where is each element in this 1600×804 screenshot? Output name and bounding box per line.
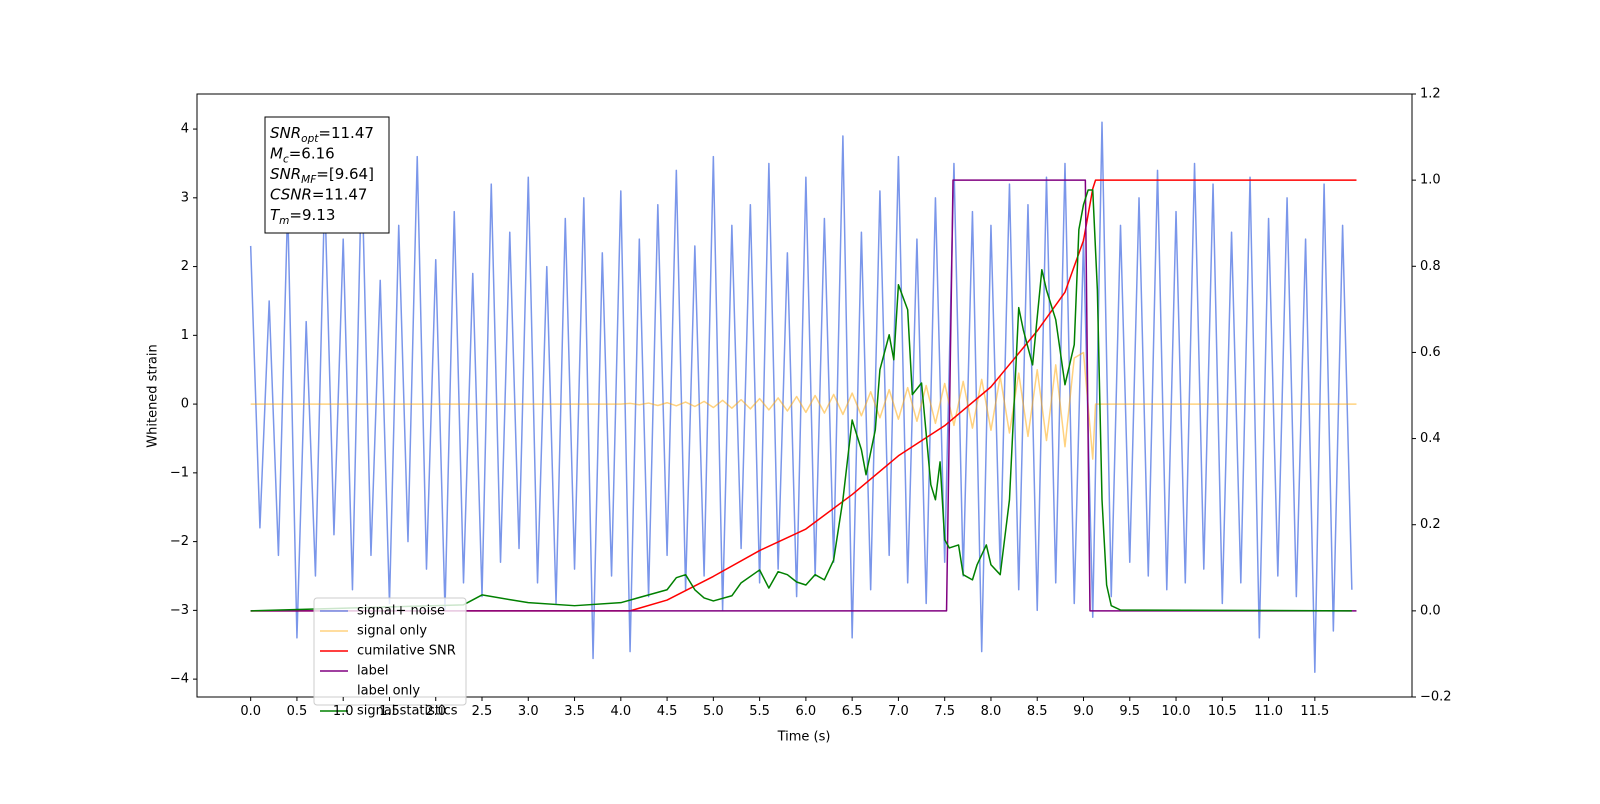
- y-tick-label: −3: [170, 603, 189, 618]
- series-line: [250, 179, 1357, 612]
- y2-tick-label: 0.6: [1420, 345, 1441, 360]
- annotation-line: Mc=6.16: [270, 145, 335, 166]
- y2-tick-label: −0.2: [1420, 690, 1452, 705]
- y2-tick-label: 0.4: [1420, 431, 1441, 446]
- x-tick-label: 11.5: [1300, 704, 1329, 719]
- annotation-symbol: CSNR: [270, 186, 312, 204]
- x-tick-label: 8.5: [1027, 704, 1048, 719]
- x-axis-label: Time (s): [777, 730, 831, 745]
- x-tick-label: 4.5: [657, 704, 678, 719]
- x-tick-label: 8.0: [981, 704, 1002, 719]
- annotation-value: =9.13: [289, 206, 335, 224]
- annotation-subscript: m: [279, 215, 289, 227]
- annotation-subscript: c: [283, 154, 289, 166]
- annotation-subscript: opt: [301, 133, 319, 145]
- x-tick-label: 3.5: [564, 704, 585, 719]
- legend-label: cumilative SNR: [357, 644, 456, 659]
- y2-tick-label: 1.0: [1420, 173, 1441, 188]
- x-tick-label: 0.0: [240, 704, 261, 719]
- y-axis-label: Whitened strain: [146, 344, 161, 447]
- annotation-box: SNRopt=11.47Mc=6.16SNRMF=[9.64]CSNR=11.4…: [264, 116, 390, 234]
- y-tick-label: 3: [181, 190, 189, 205]
- annotation-subscript: MF: [301, 174, 317, 186]
- legend-label: signal only: [357, 624, 427, 639]
- x-tick-label: 10.0: [1162, 704, 1191, 719]
- x-tick-label: 5.5: [749, 704, 770, 719]
- y-tick-label: −1: [170, 465, 189, 480]
- x-tick-label: 7.5: [934, 704, 955, 719]
- annotation-line: SNRMF=[9.64]: [270, 165, 374, 186]
- annotation-symbol: M: [270, 145, 283, 163]
- y-tick-label: 4: [181, 122, 189, 137]
- y-tick-label: −2: [170, 534, 189, 549]
- annotation-line: SNRopt=11.47: [270, 124, 374, 145]
- y2-tick-label: 1.2: [1420, 87, 1441, 102]
- x-tick-label: 1.0: [333, 704, 354, 719]
- annotation-line: CSNR=11.47: [270, 186, 367, 204]
- series-line: [250, 189, 1352, 612]
- x-tick-label: 2.5: [472, 704, 493, 719]
- annotation-frame: [264, 116, 390, 234]
- legend-frame: [313, 597, 467, 706]
- legend-label: signal+ noise: [357, 604, 445, 619]
- y-tick-label: 0: [181, 397, 189, 412]
- annotation-symbol: T: [270, 206, 281, 224]
- legend-label: label: [357, 664, 388, 679]
- series-line: [250, 179, 1357, 612]
- series-line: [250, 351, 1357, 460]
- x-tick-label: 3.0: [518, 704, 539, 719]
- annotation-value: =6.16: [289, 145, 335, 163]
- x-tick-label: 9.5: [1119, 704, 1140, 719]
- y-tick-label: 2: [181, 259, 189, 274]
- x-tick-label: 0.5: [287, 704, 308, 719]
- x-tick-label: 11.0: [1254, 704, 1283, 719]
- y2-tick-label: 0.2: [1420, 517, 1441, 532]
- annotation-symbol: SNR: [270, 124, 301, 142]
- x-tick-label: 4.0: [610, 704, 631, 719]
- annotation-value: =11.47: [312, 186, 368, 204]
- x-tick-label: 6.5: [842, 704, 863, 719]
- y2-tick-label: 0.8: [1420, 259, 1441, 274]
- annotation-value: =[9.64]: [316, 165, 374, 183]
- legend-label: signal statistics: [357, 704, 458, 719]
- y2-tick-label: 0.0: [1420, 603, 1441, 618]
- series-line: [249, 121, 1353, 673]
- x-tick-label: 1.5: [379, 704, 400, 719]
- y-tick-label: −4: [170, 672, 189, 687]
- plot-area: [249, 121, 1357, 673]
- y-tick-label: 1: [181, 328, 189, 343]
- annotation-symbol: SNR: [270, 165, 301, 183]
- axes-frame: [196, 93, 1413, 698]
- x-tick-label: 5.0: [703, 704, 724, 719]
- x-tick-label: 9.0: [1073, 704, 1094, 719]
- annotation-value: =11.47: [318, 124, 374, 142]
- legend-label: label only: [357, 684, 420, 699]
- annotation-line: Tm=9.13: [270, 206, 335, 227]
- x-tick-label: 10.5: [1208, 704, 1237, 719]
- x-tick-label: 2.0: [425, 704, 446, 719]
- x-tick-label: 6.0: [796, 704, 817, 719]
- legend: signal+ noise signal only cumilative SNR la…: [313, 597, 467, 719]
- x-tick-label: 7.0: [888, 704, 909, 719]
